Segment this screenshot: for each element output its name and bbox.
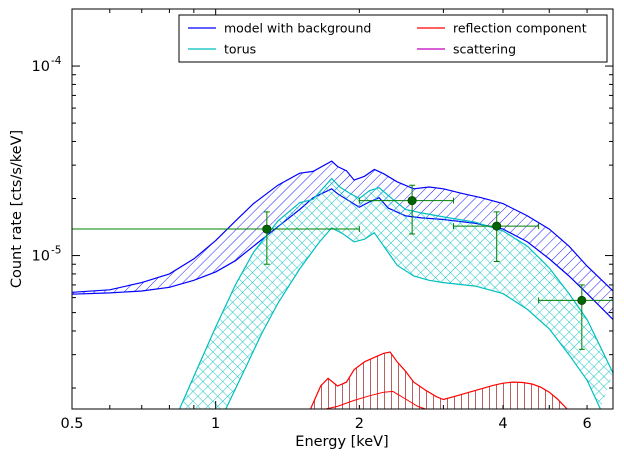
x-tick-label: 4: [498, 416, 507, 432]
axes: 10 -510 -40.5 1 2 4 6: [32, 8, 614, 432]
data-point-2: [358, 184, 454, 235]
x-tick-label: 1: [211, 416, 220, 432]
plot-area: [72, 160, 613, 409]
x-tick-label: 2: [355, 416, 364, 432]
legend-box: [178, 14, 608, 63]
x-tick-label: 0.5: [60, 416, 83, 432]
y-tick-label: 10: [32, 59, 50, 75]
y-tick-label: 10: [32, 249, 50, 265]
y-axis-label: Count rate [cts/s/keV]: [9, 130, 25, 288]
legend-label-reflection: reflection component: [453, 21, 587, 36]
y-tick-label-exponent: -4: [51, 55, 62, 67]
legend-label-torus: torus: [224, 42, 256, 57]
reflection-lower-line: [325, 390, 426, 409]
x-axis-label: Energy [keV]: [295, 434, 388, 450]
reflection-line: [309, 351, 568, 409]
data-point-3: [452, 211, 540, 263]
legend-label-model: model with background: [224, 21, 371, 36]
data-point-4: [538, 284, 613, 350]
legend: model with background torus reflection c…: [178, 14, 608, 63]
data-point-marker: [492, 221, 502, 231]
data-point-marker: [262, 224, 272, 234]
plot-frame: [71, 8, 614, 410]
band-upper-torus: [178, 177, 613, 409]
data-point-marker: [407, 196, 417, 206]
band-fill-model-with-background: [72, 161, 613, 320]
legend-label-scattering: scattering: [453, 42, 516, 57]
data-point-1: [72, 211, 360, 265]
band-lower-torus: [225, 227, 601, 409]
x-tick-label: 6: [582, 416, 591, 432]
y-tick-label-exponent: -5: [51, 245, 61, 257]
data-point-marker: [577, 295, 587, 305]
band-fill-torus: [179, 178, 613, 409]
band-upper-model-with-background: [72, 160, 613, 293]
